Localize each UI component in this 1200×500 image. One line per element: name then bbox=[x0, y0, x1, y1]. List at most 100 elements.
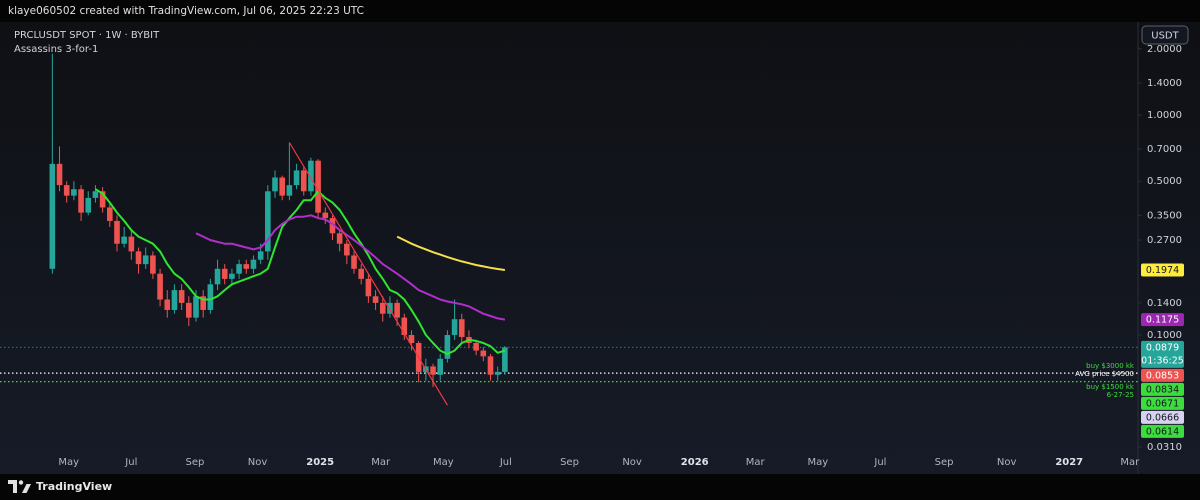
x-tick-label: 2025 bbox=[306, 457, 334, 468]
x-tick-label: Mar bbox=[1120, 457, 1140, 468]
price-label-box bbox=[1141, 424, 1184, 438]
annotation: AVG price $4500 bbox=[1075, 370, 1134, 378]
header-text: klaye060502 created with TradingView.com… bbox=[8, 5, 364, 17]
currency-button[interactable] bbox=[1141, 25, 1189, 45]
candle-body bbox=[150, 255, 156, 274]
x-tick-label: Nov bbox=[997, 457, 1017, 468]
price-label: 0.0879 bbox=[1146, 342, 1179, 353]
symbol-legend: PRCLUSDT SPOT · 1W · BYBIT bbox=[14, 30, 160, 41]
trend-line bbox=[288, 142, 448, 406]
candle-body bbox=[157, 273, 163, 300]
candle-body bbox=[71, 189, 77, 196]
candle-body bbox=[106, 207, 113, 221]
price-label-box bbox=[1141, 263, 1184, 277]
candle-body bbox=[85, 197, 92, 213]
x-tick-label: Sep bbox=[560, 457, 579, 468]
y-tick-label: 0.7000 bbox=[1147, 144, 1182, 155]
candle-body bbox=[121, 236, 127, 244]
candle-body bbox=[344, 243, 350, 256]
candle-body bbox=[444, 335, 451, 359]
candle-body bbox=[379, 302, 386, 314]
candle-body bbox=[56, 163, 63, 186]
candle-body bbox=[63, 185, 70, 196]
x-tick-label: Jul bbox=[873, 457, 886, 468]
candle-body bbox=[351, 255, 357, 269]
candle-body bbox=[458, 319, 465, 337]
candle-body bbox=[200, 296, 206, 310]
candle-body bbox=[214, 268, 221, 285]
candle-body bbox=[494, 371, 501, 375]
price-label-box bbox=[1141, 313, 1184, 327]
candle-body bbox=[114, 220, 120, 244]
candle-body bbox=[135, 251, 142, 265]
indicator-line bbox=[396, 235, 506, 271]
x-tick-label: Nov bbox=[622, 457, 642, 468]
price-label: 0.1175 bbox=[1146, 315, 1179, 326]
countdown: 01:36:25 bbox=[1141, 355, 1184, 366]
header-bar bbox=[0, 0, 1200, 22]
x-tick-label: Jul bbox=[499, 457, 512, 468]
candle-body bbox=[300, 170, 307, 192]
candle-body bbox=[221, 268, 228, 279]
candle-body bbox=[207, 284, 214, 310]
candle-body bbox=[193, 296, 199, 318]
price-label-box bbox=[1141, 368, 1184, 382]
candle-body bbox=[272, 177, 278, 192]
candle-body bbox=[164, 299, 171, 310]
candle-body bbox=[336, 233, 343, 244]
y-tick-label: 1.0000 bbox=[1147, 110, 1182, 121]
y-tick-label: 0.1400 bbox=[1147, 298, 1182, 309]
candle-body bbox=[329, 218, 336, 234]
candle-body bbox=[487, 356, 494, 375]
price-label: 0.0834 bbox=[1146, 384, 1179, 395]
y-tick-label: 1.4000 bbox=[1147, 78, 1182, 89]
candle-body bbox=[78, 189, 84, 213]
y-tick-label: 0.0310 bbox=[1147, 442, 1182, 453]
price-label-box bbox=[1141, 410, 1184, 424]
candle-body bbox=[473, 342, 479, 351]
price-label-box bbox=[1141, 382, 1184, 396]
y-tick-label: 0.1000 bbox=[1147, 330, 1182, 341]
candle-body bbox=[286, 185, 293, 196]
x-tick-label: 2027 bbox=[1055, 457, 1083, 468]
currency-label[interactable]: USDT bbox=[1151, 31, 1179, 42]
y-tick-label: 2.0000 bbox=[1147, 44, 1182, 55]
indicator-legend: Assassins 3-for-1 bbox=[14, 44, 98, 55]
candle-body bbox=[358, 268, 365, 279]
candle-body bbox=[99, 191, 106, 208]
candle-body bbox=[430, 366, 436, 375]
candle-body bbox=[387, 302, 393, 314]
candle-body bbox=[186, 302, 192, 318]
candle-body bbox=[394, 302, 400, 318]
footer-brand: TradingView bbox=[36, 480, 112, 493]
y-tick-label: 0.5000 bbox=[1147, 176, 1182, 187]
candle-body bbox=[480, 350, 487, 357]
price-label-box bbox=[1141, 340, 1184, 368]
candle-body bbox=[315, 160, 321, 213]
x-tick-label: Mar bbox=[371, 457, 391, 468]
tradingview-logo bbox=[8, 480, 31, 493]
candle-body bbox=[451, 319, 458, 336]
x-tick-label: Sep bbox=[186, 457, 205, 468]
candle-body bbox=[250, 259, 257, 269]
candle-body bbox=[401, 317, 408, 336]
candle-body bbox=[178, 290, 185, 303]
indicator-line bbox=[94, 188, 506, 355]
price-label: 0.0671 bbox=[1146, 398, 1179, 409]
candle-body bbox=[408, 335, 415, 343]
candle-body bbox=[229, 273, 235, 279]
annotation: 6-27-25 bbox=[1107, 391, 1134, 399]
x-tick-label: Jul bbox=[124, 457, 137, 468]
candle-body bbox=[322, 212, 329, 219]
candle-body bbox=[437, 358, 444, 375]
x-tick-label: Nov bbox=[248, 457, 268, 468]
price-label: 0.0853 bbox=[1146, 370, 1179, 381]
candle-body bbox=[293, 170, 300, 186]
candle-body bbox=[308, 160, 314, 192]
overlay: 2.0000 1.4000 1.0000 0.7000 0.5000 0.3500 0.27… bbox=[58, 44, 1184, 468]
price-label: 0.0666 bbox=[1146, 412, 1179, 423]
footer-bar bbox=[0, 474, 1200, 500]
annotation: buy $1500 kk bbox=[1086, 383, 1135, 391]
